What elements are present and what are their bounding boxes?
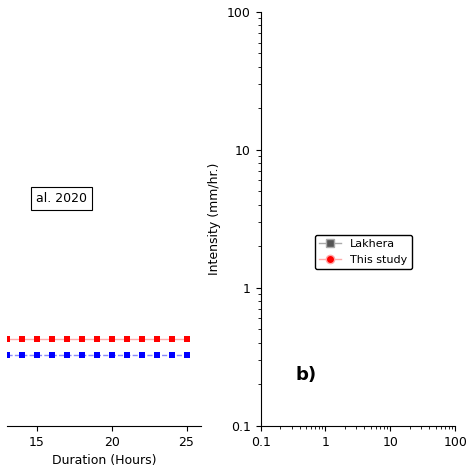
Text: b): b) bbox=[296, 366, 317, 384]
Y-axis label: Intensity (mm/hr.): Intensity (mm/hr.) bbox=[209, 163, 221, 275]
X-axis label: Duration (Hours): Duration (Hours) bbox=[52, 454, 156, 467]
Legend: Lakhera, This study: Lakhera, This study bbox=[315, 235, 412, 269]
Text: al. 2020: al. 2020 bbox=[36, 191, 87, 205]
